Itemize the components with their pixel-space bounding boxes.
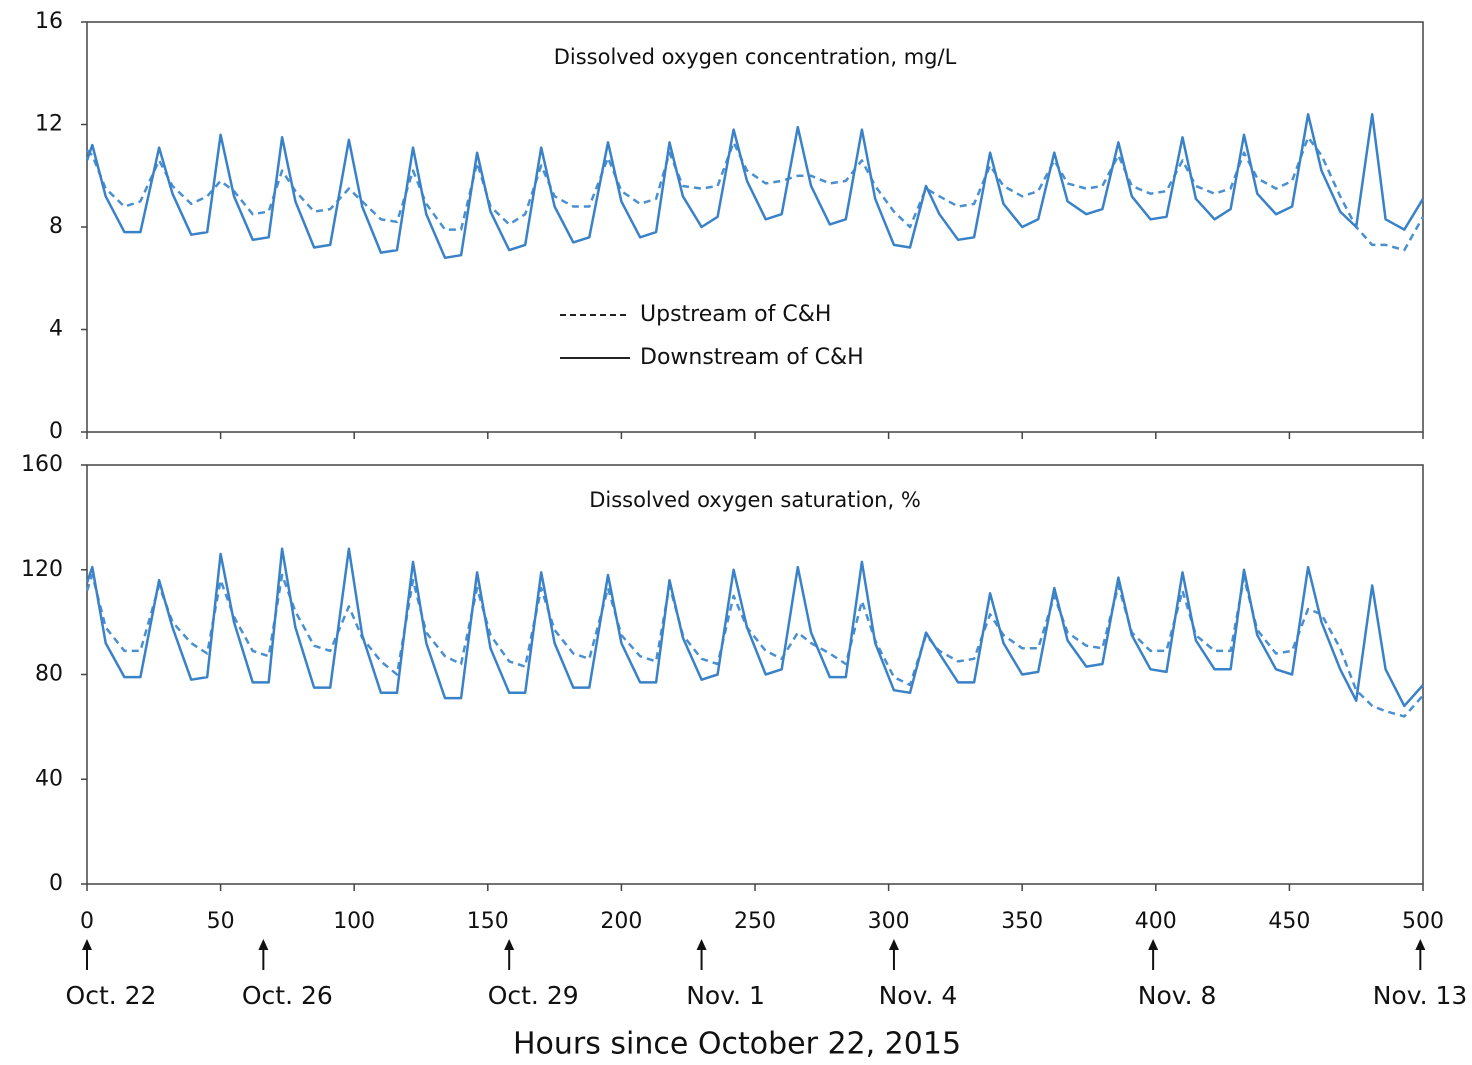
date-label: Oct. 22 [66, 981, 157, 1010]
date-arrowhead [82, 939, 92, 950]
legend-label: Downstream of C&H [640, 345, 864, 370]
date-label: Oct. 26 [242, 981, 333, 1010]
plot-frame [86, 464, 1424, 885]
date-label: Nov. 1 [686, 981, 765, 1010]
date-arrowhead [504, 939, 515, 950]
x-tick-label: 50 [207, 909, 235, 934]
date-arrowhead [696, 939, 707, 950]
x-tick-label: 350 [1001, 909, 1043, 934]
date-arrowhead [258, 939, 269, 950]
y-tick-label: 4 [49, 317, 63, 342]
x-tick-label: 150 [467, 909, 509, 934]
date-label: Oct. 29 [488, 981, 579, 1010]
date-label: Nov. 13 [1373, 981, 1468, 1010]
x-tick-label: 100 [333, 909, 375, 934]
data-line [86, 136, 1425, 252]
date-arrowhead [1148, 939, 1159, 950]
y-tick-label: 0 [49, 871, 63, 896]
date-arrowhead [888, 939, 899, 950]
y-tick-label: 120 [21, 557, 63, 582]
date-arrowhead [1415, 939, 1426, 950]
x-axis-label: Hours since October 22, 2015 [513, 1027, 961, 1062]
x-tick-label: 300 [868, 909, 910, 934]
x-tick-label: 450 [1268, 909, 1310, 934]
y-tick-label: 160 [21, 452, 63, 477]
plot-frame [86, 21, 1424, 433]
x-tick-label: 500 [1402, 909, 1444, 934]
y-tick-label: 8 [49, 214, 63, 239]
y-tick-label: 12 [35, 112, 63, 137]
x-tick-label: 200 [600, 909, 642, 934]
data-line [85, 113, 1425, 260]
x-tick-label: 0 [80, 909, 94, 934]
date-label: Nov. 8 [1138, 981, 1217, 1010]
data-line [85, 547, 1424, 708]
panel-title: Dissolved oxygen saturation, % [589, 488, 921, 512]
legend-label: Upstream of C&H [640, 302, 831, 327]
x-tick-label: 400 [1135, 909, 1177, 934]
panel-title: Dissolved oxygen concentration, mg/L [554, 45, 957, 69]
y-tick-label: 16 [35, 9, 63, 34]
x-tick-label: 250 [734, 909, 776, 934]
y-tick-label: 80 [35, 662, 63, 687]
y-tick-label: 0 [49, 419, 63, 444]
date-label: Nov. 4 [879, 981, 958, 1010]
y-tick-label: 40 [35, 766, 63, 791]
